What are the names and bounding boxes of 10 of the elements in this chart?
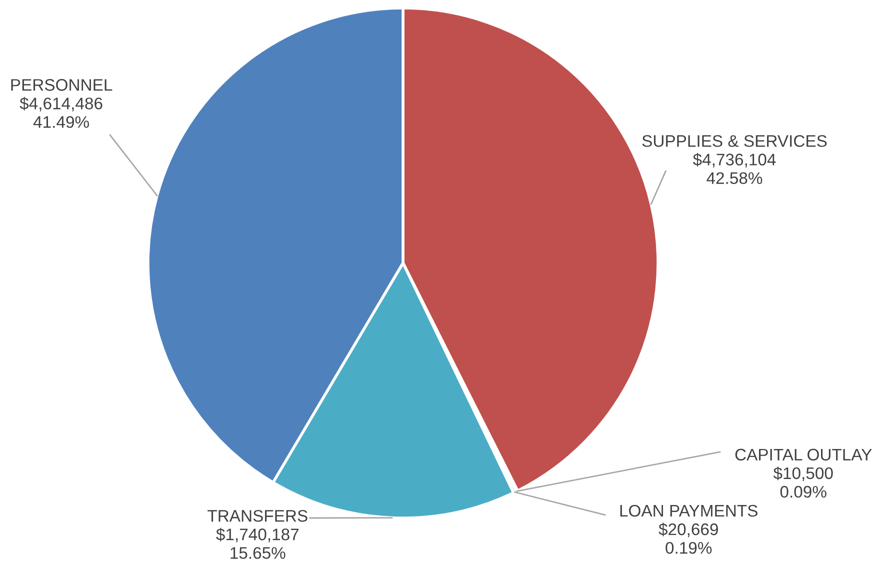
data-label: $4,614,486 41.49%	[20, 96, 102, 128]
data-label: $20,669 0.19%	[658, 522, 718, 554]
data-label: $4,736,104 42.58%	[692, 152, 776, 184]
slice-label: CAPITAL OUTLAY	[735, 448, 872, 461]
slice-label: PERSONNEL	[11, 79, 112, 91]
data-label: $1,740,187 15.65%	[216, 528, 299, 559]
slice-label: SUPPLIES & SERVICES	[642, 135, 827, 147]
slice-label: TRANSFERS	[208, 510, 308, 522]
slice-label: LOAN PAYMENTS	[620, 504, 758, 517]
data-label: $10,500 0.09%	[773, 466, 833, 498]
